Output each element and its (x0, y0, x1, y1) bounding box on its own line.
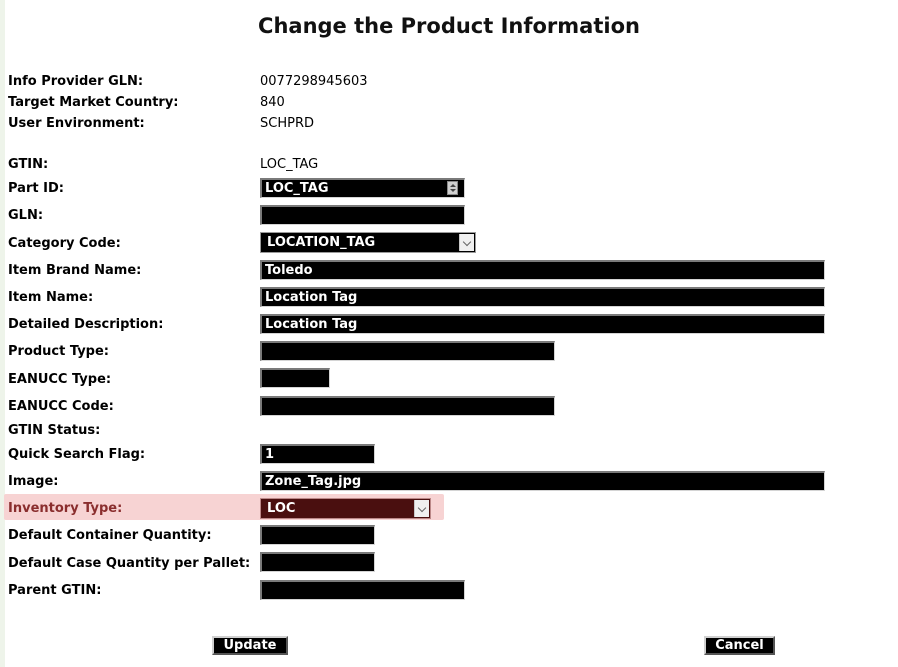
item-brand-name-label: Item Brand Name: (8, 263, 142, 278)
part-id-input-value: LOC_TAG (265, 181, 329, 196)
info-provider-gln-label: Info Provider GLN: (8, 74, 144, 89)
default-case-per-pallet-input[interactable] (260, 552, 375, 572)
item-name-input[interactable]: Location Tag (260, 287, 825, 307)
item-brand-name-input[interactable]: Toledo (260, 260, 825, 280)
image-input[interactable]: Zone_Tag.jpg (260, 471, 825, 491)
gln-label: GLN: (8, 208, 44, 223)
default-case-per-pallet-label: Default Case Quantity per Pallet: (8, 556, 251, 571)
detailed-description-input[interactable]: Location Tag (260, 314, 825, 334)
target-market-label: Target Market Country: (8, 95, 179, 110)
parent-gtin-label: Parent GTIN: (8, 583, 102, 598)
detailed-description-label: Detailed Description: (8, 317, 164, 332)
chevron-down-icon[interactable] (414, 500, 429, 517)
gtin-status-label: GTIN Status: (8, 423, 101, 438)
inventory-type-select[interactable]: LOC (260, 498, 431, 519)
eanucc-code-label: EANUCC Code: (8, 399, 114, 414)
page-title: Change the Product Information (258, 14, 640, 38)
default-container-quantity-input[interactable] (260, 525, 375, 545)
item-name-label: Item Name: (8, 290, 94, 305)
eanucc-type-label: EANUCC Type: (8, 372, 112, 387)
image-label: Image: (8, 474, 59, 489)
update-button[interactable]: Update (212, 636, 288, 655)
user-environment-label: User Environment: (8, 116, 145, 131)
gln-input[interactable] (260, 205, 465, 225)
quick-search-flag-input[interactable]: 1 (260, 444, 375, 464)
gtin-value: LOC_TAG (260, 157, 319, 172)
left-edge-bar (0, 0, 5, 667)
product-type-input[interactable] (260, 341, 555, 361)
cancel-button[interactable]: Cancel (704, 636, 775, 655)
chevron-down-icon[interactable] (459, 234, 474, 251)
part-id-input[interactable]: LOC_TAG (260, 178, 465, 198)
default-container-quantity-label: Default Container Quantity: (8, 528, 212, 543)
quick-search-flag-label: Quick Search Flag: (8, 447, 146, 462)
product-type-label: Product Type: (8, 344, 109, 359)
spinner-icon[interactable] (447, 181, 458, 195)
category-code-value: LOCATION_TAG (267, 235, 376, 250)
user-environment-value: SCHPRD (260, 116, 314, 131)
inventory-type-value: LOC (267, 501, 296, 516)
info-provider-gln-value: 0077298945603 (260, 74, 368, 89)
part-id-label: Part ID: (8, 181, 64, 196)
eanucc-type-input[interactable] (260, 368, 330, 388)
parent-gtin-input[interactable] (260, 580, 465, 600)
category-code-select[interactable]: LOCATION_TAG (260, 232, 476, 253)
target-market-value: 840 (260, 95, 285, 110)
inventory-type-label: Inventory Type: (8, 501, 123, 516)
category-code-label: Category Code: (8, 236, 121, 251)
eanucc-code-input[interactable] (260, 396, 555, 416)
gtin-label: GTIN: (8, 157, 49, 172)
